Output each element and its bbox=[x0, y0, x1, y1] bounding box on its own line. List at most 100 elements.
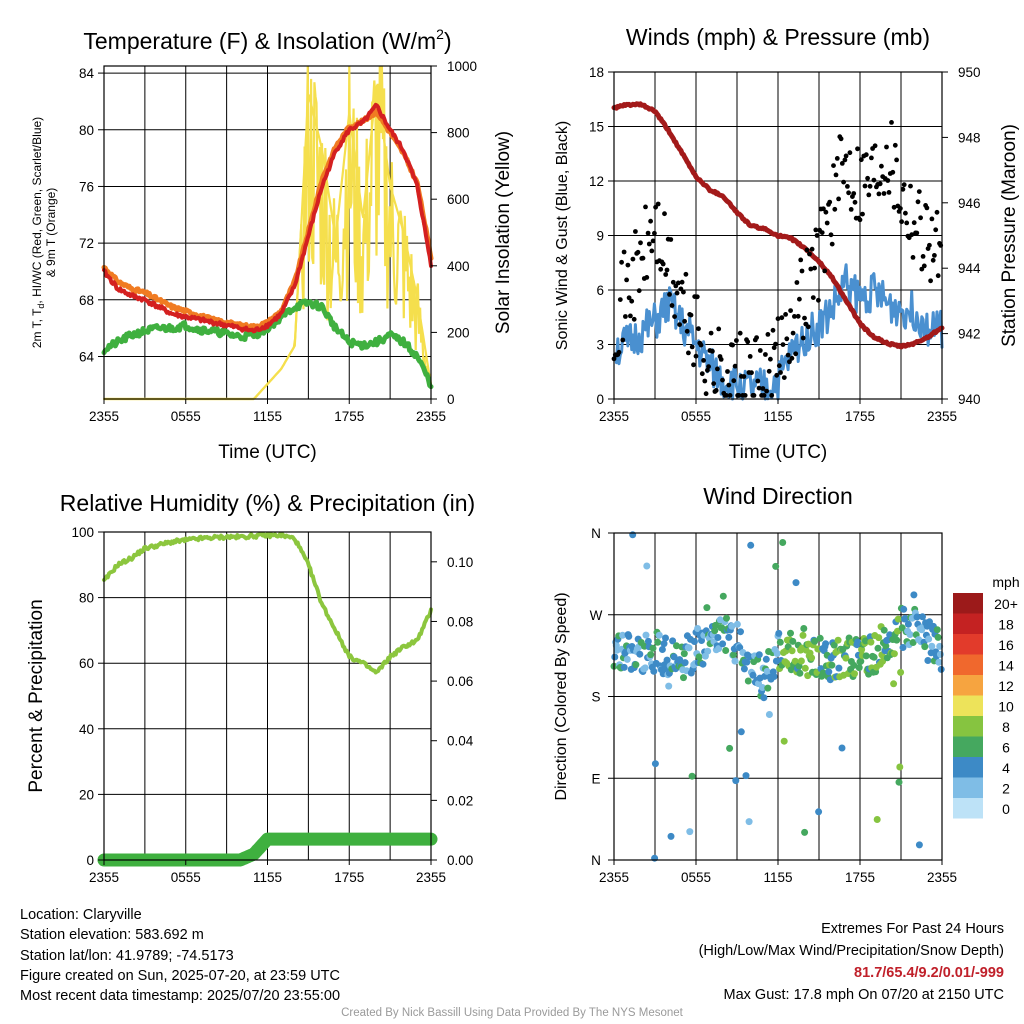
direction-point bbox=[934, 633, 942, 641]
gust-point bbox=[846, 190, 851, 196]
x-tick-label: 2355 bbox=[599, 870, 629, 885]
y-tick-label: 9 bbox=[596, 229, 604, 244]
gust-point bbox=[787, 359, 792, 365]
x-tick-label: 2355 bbox=[89, 870, 119, 885]
direction-tick-label: N bbox=[591, 853, 601, 868]
direction-point bbox=[880, 626, 888, 634]
direction-point bbox=[913, 613, 921, 621]
direction-point bbox=[737, 628, 744, 636]
y2-tick-label: 200 bbox=[447, 325, 470, 340]
direction-point bbox=[801, 828, 809, 836]
direction-tick-label: W bbox=[590, 608, 603, 623]
direction-tick-label: E bbox=[591, 771, 600, 786]
gust-point bbox=[689, 344, 695, 350]
y2-tick-label: 0.00 bbox=[447, 853, 473, 868]
gust-point bbox=[653, 204, 658, 210]
gust-point bbox=[904, 220, 910, 226]
gust-point bbox=[708, 330, 714, 336]
gust-point bbox=[620, 337, 626, 343]
gust-point bbox=[749, 370, 754, 376]
gust-point bbox=[773, 341, 778, 347]
direction-point bbox=[680, 650, 688, 658]
gust-point bbox=[766, 368, 772, 374]
legend-swatch bbox=[953, 654, 983, 675]
extremes-heading: Extremes For Past 24 Hours bbox=[821, 921, 1004, 937]
x-tick-label: 1755 bbox=[334, 409, 364, 424]
legend-label: 12 bbox=[998, 678, 1014, 694]
gust-point bbox=[669, 303, 675, 308]
figure-created: Figure created on Sun, 2025-07-20, at 23… bbox=[20, 967, 340, 984]
direction-point bbox=[862, 652, 870, 660]
gust-point bbox=[628, 313, 633, 319]
direction-point bbox=[685, 644, 693, 652]
gust-point bbox=[799, 268, 805, 274]
gust-point bbox=[745, 339, 751, 345]
legend-label: 6 bbox=[1002, 740, 1010, 756]
gust-point bbox=[617, 297, 623, 302]
gust-point bbox=[784, 336, 790, 342]
y-label-temperature: 2m T, Td, HI/WC (Red, Green, Scarlet/Blu… bbox=[30, 117, 46, 348]
legend-label: 2 bbox=[1002, 781, 1010, 797]
y2-tick-label: 944 bbox=[958, 261, 981, 276]
gust-point bbox=[847, 150, 853, 156]
gust-point bbox=[869, 155, 874, 161]
gust-point bbox=[679, 279, 685, 285]
direction-point bbox=[694, 625, 702, 632]
direction-point bbox=[915, 841, 923, 849]
gust-point bbox=[814, 233, 820, 238]
gust-point bbox=[701, 358, 706, 363]
gust-point bbox=[930, 257, 936, 263]
y-tick-label: 6 bbox=[596, 283, 604, 298]
direction-point bbox=[654, 638, 662, 646]
gust-point bbox=[804, 247, 810, 253]
gust-point bbox=[621, 249, 627, 255]
x-tick-label: 0555 bbox=[681, 870, 711, 885]
direction-point bbox=[791, 657, 799, 665]
gust-point bbox=[686, 350, 691, 356]
direction-point bbox=[681, 659, 689, 667]
gust-point bbox=[672, 314, 677, 319]
gust-point bbox=[877, 181, 883, 187]
legend-label: 20+ bbox=[994, 596, 1018, 612]
gust-point bbox=[900, 186, 906, 192]
gust-point bbox=[920, 254, 926, 259]
direction-point bbox=[644, 637, 652, 645]
gust-point bbox=[881, 191, 887, 196]
gust-point bbox=[667, 292, 672, 297]
gust-point bbox=[675, 280, 681, 286]
gust-point bbox=[798, 257, 804, 263]
direction-point bbox=[854, 638, 862, 646]
x-tick-label: 2355 bbox=[927, 409, 957, 424]
gust-point bbox=[866, 192, 872, 198]
gust-point bbox=[710, 348, 715, 354]
gust-point bbox=[644, 275, 650, 280]
direction-point bbox=[764, 684, 772, 692]
y2-tick-label: 0.06 bbox=[447, 674, 473, 689]
direction-point bbox=[816, 634, 824, 642]
direction-point bbox=[825, 668, 833, 676]
legend-swatch bbox=[953, 634, 983, 655]
y-label-temperature-line2: & 9m T (Orange) bbox=[44, 188, 58, 278]
gust-point bbox=[619, 259, 624, 265]
direction-point bbox=[690, 638, 698, 645]
gust-point bbox=[914, 230, 920, 236]
gust-point bbox=[765, 332, 771, 337]
gust-point bbox=[769, 393, 775, 398]
gust-point bbox=[885, 178, 891, 183]
gust-point bbox=[737, 330, 743, 336]
gust-point bbox=[624, 277, 629, 283]
y2-tick-label: 942 bbox=[958, 327, 981, 342]
direction-point bbox=[730, 651, 737, 659]
gust-point bbox=[800, 335, 806, 341]
direction-point bbox=[835, 664, 843, 672]
gust-point bbox=[646, 241, 652, 247]
gust-point bbox=[771, 345, 777, 351]
direction-point bbox=[745, 818, 753, 826]
station-info: Location: Claryville Station elevation: … bbox=[20, 905, 340, 1006]
gust-point bbox=[903, 210, 908, 216]
direction-point bbox=[882, 642, 890, 650]
gust-point bbox=[812, 265, 817, 271]
gust-point bbox=[713, 388, 719, 393]
x-label-winds: Time (UTC) bbox=[729, 442, 828, 463]
